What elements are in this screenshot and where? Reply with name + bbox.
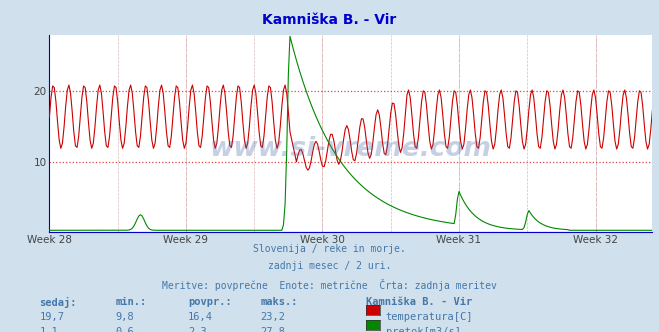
Text: Meritve: povprečne  Enote: metrične  Črta: zadnja meritev: Meritve: povprečne Enote: metrične Črta:… — [162, 279, 497, 290]
Text: Slovenija / reke in morje.: Slovenija / reke in morje. — [253, 244, 406, 254]
Text: temperatura[C]: temperatura[C] — [386, 312, 473, 322]
Text: 1,1: 1,1 — [40, 327, 58, 332]
Text: 19,7: 19,7 — [40, 312, 65, 322]
Text: pretok[m3/s]: pretok[m3/s] — [386, 327, 461, 332]
Text: povpr.:: povpr.: — [188, 297, 231, 307]
Text: maks.:: maks.: — [260, 297, 298, 307]
Text: 16,4: 16,4 — [188, 312, 213, 322]
Text: www.si-vreme.com: www.si-vreme.com — [210, 136, 492, 162]
Text: sedaj:: sedaj: — [40, 297, 77, 308]
Text: min.:: min.: — [115, 297, 146, 307]
Text: Kamniška B. - Vir: Kamniška B. - Vir — [366, 297, 472, 307]
Text: 27,8: 27,8 — [260, 327, 285, 332]
Text: zadnji mesec / 2 uri.: zadnji mesec / 2 uri. — [268, 261, 391, 271]
Text: 9,8: 9,8 — [115, 312, 134, 322]
Text: 23,2: 23,2 — [260, 312, 285, 322]
Text: 0,6: 0,6 — [115, 327, 134, 332]
Text: 2,3: 2,3 — [188, 327, 206, 332]
Text: Kamniška B. - Vir: Kamniška B. - Vir — [262, 13, 397, 27]
